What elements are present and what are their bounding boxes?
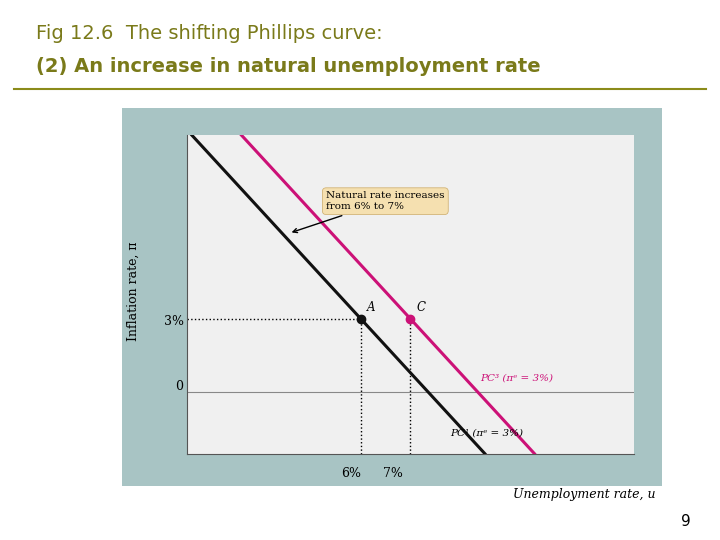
Text: 9: 9 [681, 514, 691, 529]
Text: Unemployment rate, u: Unemployment rate, u [513, 488, 655, 501]
Text: PC¹ (πᵉ = 3%): PC¹ (πᵉ = 3%) [450, 428, 523, 437]
Text: Fig 12.6  The shifting Phillips curve:: Fig 12.6 The shifting Phillips curve: [36, 24, 382, 43]
Text: 7%: 7% [383, 467, 403, 480]
Text: Inflation rate, π: Inflation rate, π [127, 242, 140, 341]
Text: (2) An increase in natural unemployment rate: (2) An increase in natural unemployment … [36, 57, 541, 76]
Text: A: A [366, 301, 375, 314]
Text: 3%: 3% [163, 315, 184, 328]
Text: 0: 0 [176, 380, 184, 393]
Text: PC³ (πᵉ = 3%): PC³ (πᵉ = 3%) [480, 373, 553, 382]
Text: 6%: 6% [341, 467, 361, 480]
Text: Natural rate increases
from 6% to 7%: Natural rate increases from 6% to 7% [293, 192, 444, 233]
Text: C: C [416, 301, 426, 314]
